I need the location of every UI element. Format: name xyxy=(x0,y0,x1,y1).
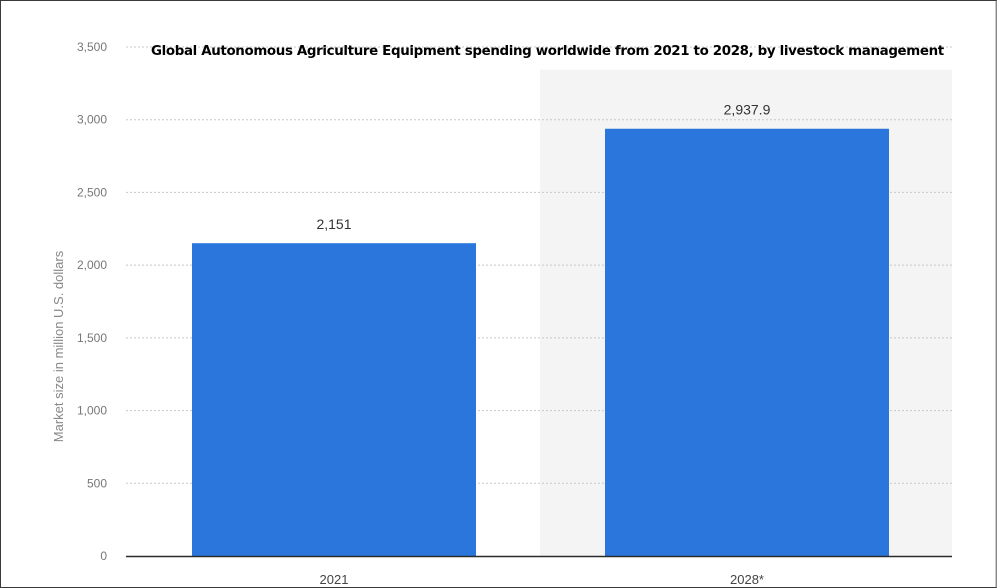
y-tick-label: 1,000 xyxy=(77,404,107,418)
y-axis-ticks: 0 500 1,000 1,500 2,000 2,500 3,000 3,500 xyxy=(77,40,107,563)
data-labels: 2,151 2,937.9 xyxy=(316,102,770,232)
y-tick-label: 3,500 xyxy=(77,40,107,54)
chart-title: Global Autonomous Agriculture Equipment … xyxy=(151,44,944,59)
y-axis-title: Market size in million U.S. dollars xyxy=(51,250,66,442)
y-tick-label: 2,000 xyxy=(77,258,107,272)
y-tick-label: 2,500 xyxy=(77,185,107,199)
bar xyxy=(605,128,889,556)
y-tick-label: 0 xyxy=(100,549,107,563)
data-label: 2,151 xyxy=(316,216,351,232)
y-tick-label: 500 xyxy=(87,476,107,490)
y-tick-label: 3,000 xyxy=(77,113,107,127)
x-tick-label: 2028* xyxy=(730,572,764,587)
x-axis-ticks: 2021 2028* xyxy=(320,572,764,587)
bar xyxy=(192,243,476,556)
x-tick-label: 2021 xyxy=(320,572,349,587)
data-label: 2,937.9 xyxy=(724,102,771,118)
bars xyxy=(192,128,889,556)
y-tick-label: 1,500 xyxy=(77,331,107,345)
